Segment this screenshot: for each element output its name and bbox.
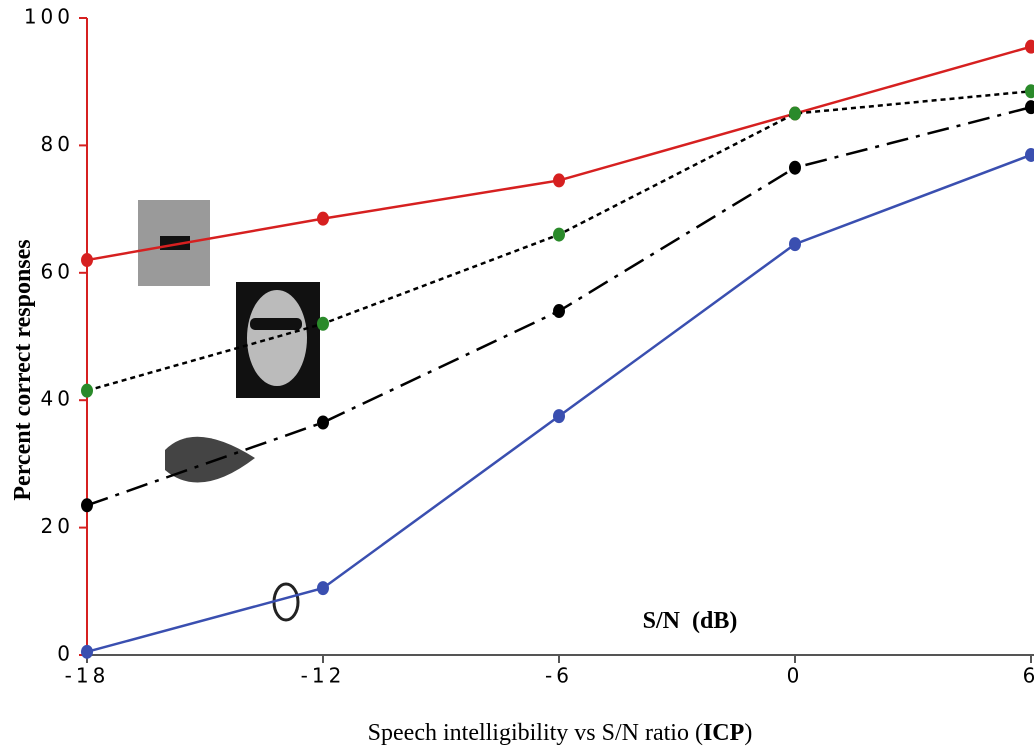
point	[317, 212, 329, 226]
point	[1025, 84, 1034, 98]
point	[81, 253, 93, 267]
caption: Speech intelligibility vs S/N ratio (ICP…	[368, 720, 753, 746]
point	[553, 173, 565, 187]
caption-text: Speech intelligibility vs S/N ratio (	[368, 720, 703, 746]
caption-bold: ICP	[703, 720, 744, 746]
caption-text: )	[744, 720, 752, 746]
point	[81, 384, 93, 398]
y-tick-label: 20	[41, 514, 74, 538]
point	[1025, 148, 1034, 162]
x-axis-title: S/N (dB)	[643, 608, 738, 634]
point	[81, 498, 93, 512]
x-tick-label: 0	[787, 664, 804, 688]
icon-lips	[165, 437, 255, 483]
y-tick-label: 40	[41, 387, 74, 411]
point	[317, 317, 329, 331]
point	[789, 161, 801, 175]
point	[789, 107, 801, 121]
point	[789, 237, 801, 251]
y-tick-label: 100	[24, 5, 74, 29]
point	[553, 228, 565, 242]
icon-head	[247, 290, 307, 386]
point	[1025, 100, 1034, 114]
y-tick-label: 0	[57, 642, 74, 666]
y-tick-label: 80	[41, 132, 74, 156]
point	[317, 581, 329, 595]
point	[553, 409, 565, 423]
point	[81, 645, 93, 659]
point	[317, 415, 329, 429]
x-tick-label: -6	[545, 664, 573, 688]
chart: Percent correct responses S/N (dB) Speec…	[0, 0, 1034, 751]
point	[553, 304, 565, 318]
icon-glasses	[250, 318, 302, 330]
point	[1025, 40, 1034, 54]
x-tick-label: -12	[301, 664, 346, 688]
y-tick-label: 60	[41, 259, 74, 283]
y-axis-title: Percent correct responses	[10, 239, 36, 500]
x-tick-label: -18	[65, 664, 110, 688]
icon-speaker	[274, 584, 298, 620]
x-tick-label: 6	[1023, 664, 1034, 688]
icons	[138, 200, 320, 620]
